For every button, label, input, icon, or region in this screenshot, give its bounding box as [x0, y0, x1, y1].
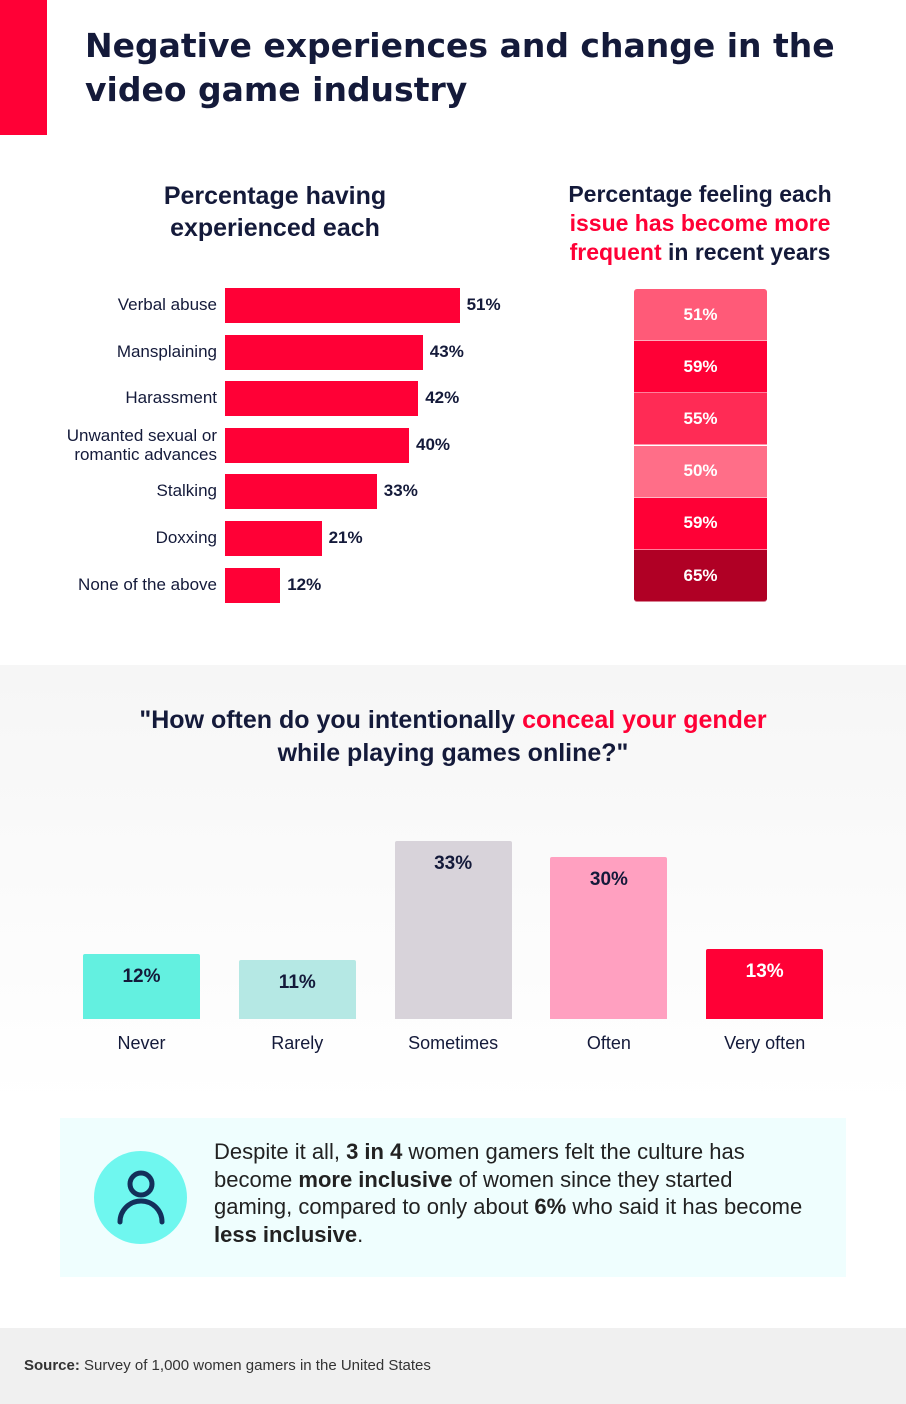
- source-note: Source: Survey of 1,000 women gamers in …: [24, 1357, 431, 1374]
- question-title: "How often do you intentionally conceal …: [139, 706, 767, 767]
- bar-label: Harassment: [125, 388, 217, 408]
- frequency-cell: 59%: [634, 341, 767, 394]
- frequency-cell: 65%: [634, 550, 767, 602]
- frequency-cell: 59%: [634, 497, 767, 550]
- bar-value: 33%: [383, 481, 418, 501]
- person-icon: [94, 1151, 187, 1244]
- frequency-cell: 50%: [634, 445, 767, 498]
- accent-bar: [0, 0, 47, 135]
- category-label: Never: [117, 1033, 166, 1053]
- callout-box: [60, 1118, 846, 1277]
- bar-label: Stalking: [156, 481, 217, 501]
- bar-value: 12%: [287, 574, 322, 594]
- category-label: Very often: [724, 1033, 806, 1053]
- frequency-cell: 55%: [634, 393, 767, 446]
- bar-label: Mansplaining: [116, 341, 217, 361]
- bar: [225, 567, 281, 603]
- bar-value: 40%: [416, 434, 451, 454]
- bar-label: Unwanted sexual or romantic advances: [66, 425, 217, 464]
- bar: 33%: [394, 840, 512, 1019]
- bar: 30%: [550, 857, 668, 1019]
- right-chart-title: Percentage feeling each issue has become…: [568, 181, 832, 265]
- bar-label: Doxxing: [155, 528, 217, 547]
- bar: [225, 381, 419, 417]
- bar: [225, 521, 322, 556]
- bar: 12%: [83, 954, 200, 1019]
- bar: [225, 427, 409, 463]
- page-title: Negative experiences and change in the v…: [85, 26, 835, 109]
- bar: 13%: [706, 948, 824, 1019]
- bar-value: 51%: [466, 295, 501, 314]
- left-chart-title: Percentage having experienced each: [163, 182, 387, 242]
- bar: [225, 474, 377, 510]
- bar-value: 42%: [425, 388, 460, 408]
- bar-label: Verbal abuse: [117, 295, 217, 314]
- category-label: Often: [586, 1033, 631, 1053]
- callout-text: Despite it all, 3 in 4 women gamers felt…: [214, 1139, 803, 1247]
- bar-label: None of the above: [78, 574, 217, 594]
- bar: [225, 334, 423, 370]
- bar: 11%: [238, 959, 356, 1019]
- footer: [0, 1328, 906, 1404]
- bar: [225, 288, 460, 323]
- bar-value: 21%: [328, 528, 363, 547]
- category-label: Sometimes: [408, 1033, 499, 1053]
- frequency-cell: 51%: [634, 289, 767, 341]
- bar-value: 43%: [429, 341, 464, 361]
- category-label: Rarely: [271, 1033, 324, 1053]
